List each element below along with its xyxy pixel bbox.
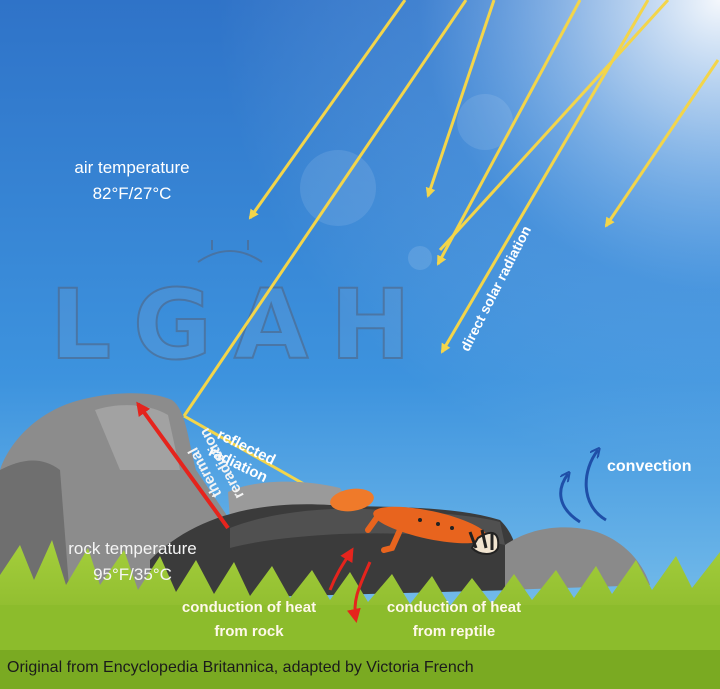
conduction-arrow-from-reptile bbox=[346, 561, 372, 623]
conduction-arrow-from-rock bbox=[328, 547, 354, 591]
rock-temperature-title: rock temperature bbox=[68, 539, 197, 558]
credit-text: Original from Encyclopedia Britannica, a… bbox=[7, 659, 474, 676]
convection-label: convection bbox=[607, 458, 692, 475]
right-rock bbox=[505, 527, 650, 590]
air-temperature-title: air temperature bbox=[74, 158, 190, 177]
conduction-reptile-line2: from reptile bbox=[412, 623, 496, 640]
grass-shadow bbox=[0, 650, 720, 689]
big-rock-highlight bbox=[95, 405, 180, 470]
solar-ray bbox=[436, 0, 582, 266]
convection-arrow bbox=[584, 450, 607, 522]
solar-ray-to-rock bbox=[182, 0, 468, 417]
reptile-icon bbox=[330, 488, 500, 555]
rock-temperature-label: rock temperature 95°F/35°C bbox=[40, 536, 225, 588]
reptile-head bbox=[330, 488, 374, 512]
solar-rays bbox=[182, 0, 720, 494]
watermark-text: LGAH bbox=[50, 269, 433, 381]
conduction-reptile-line1: conduction of heat bbox=[386, 599, 522, 616]
air-temperature-label: air temperature 82°F/27°C bbox=[52, 155, 212, 207]
conduction-rock-line1: conduction of heat bbox=[181, 599, 317, 616]
solar-ray bbox=[425, 0, 496, 198]
reptile-leg bbox=[381, 527, 403, 553]
conduction-from-rock-label: conduction of heat from rock bbox=[160, 596, 338, 644]
lens-flare bbox=[408, 246, 432, 270]
conduction-from-reptile-label: conduction of heat from reptile bbox=[362, 596, 546, 644]
solar-ray bbox=[248, 0, 407, 220]
reptile-body bbox=[373, 506, 487, 544]
thermal-reradiation-arrow bbox=[136, 401, 230, 530]
reptile-leg bbox=[365, 513, 381, 533]
watermark-logo: LGAH bbox=[49, 240, 433, 382]
convection-arrow bbox=[559, 474, 581, 524]
reflected-ray bbox=[183, 414, 320, 494]
air-temperature-value: 82°F/27°C bbox=[92, 184, 172, 203]
rock-temperature-value: 95°F/35°C bbox=[93, 565, 172, 584]
conduction-rock-line2: from rock bbox=[214, 623, 284, 640]
solar-ray bbox=[604, 59, 720, 228]
solar-ray bbox=[438, 0, 670, 252]
lens-flare bbox=[457, 94, 513, 150]
